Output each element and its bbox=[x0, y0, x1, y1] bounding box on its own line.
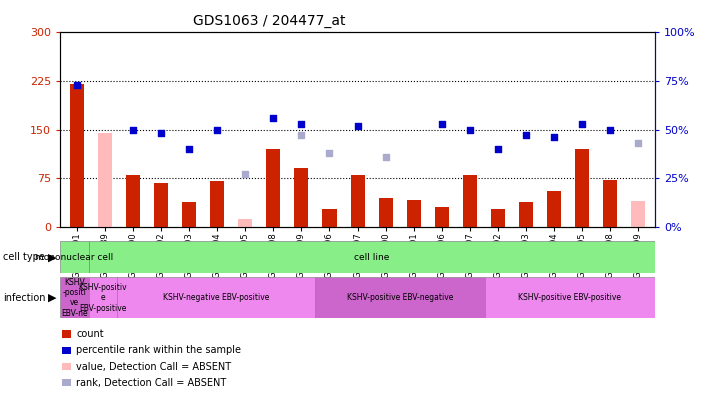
Point bbox=[632, 140, 644, 147]
Point bbox=[212, 126, 223, 133]
Text: ▶: ▶ bbox=[48, 252, 57, 262]
Bar bbox=[210, 181, 224, 227]
Bar bbox=[117, 277, 315, 318]
Text: KSHV-positive EBV-negative: KSHV-positive EBV-negative bbox=[347, 293, 453, 302]
Point bbox=[352, 122, 363, 129]
Bar bbox=[322, 209, 336, 227]
Point bbox=[605, 126, 616, 133]
Text: count: count bbox=[76, 329, 104, 339]
Point bbox=[576, 121, 588, 127]
Bar bbox=[266, 149, 280, 227]
Text: KSHV-positiv
e
EBV-positive: KSHV-positiv e EBV-positive bbox=[79, 283, 127, 313]
Point bbox=[127, 126, 139, 133]
Bar bbox=[154, 183, 169, 227]
Point bbox=[492, 146, 503, 152]
Bar bbox=[406, 200, 421, 227]
Text: value, Detection Call = ABSENT: value, Detection Call = ABSENT bbox=[76, 362, 232, 371]
Bar bbox=[603, 180, 617, 227]
Text: KSHV
-positi
ve
EBV-ne: KSHV -positi ve EBV-ne bbox=[61, 277, 88, 318]
Point bbox=[240, 171, 251, 177]
Point bbox=[464, 126, 475, 133]
Bar bbox=[631, 201, 645, 227]
Text: KSHV-positive EBV-positive: KSHV-positive EBV-positive bbox=[518, 293, 622, 302]
Point bbox=[548, 134, 559, 141]
Point bbox=[296, 132, 307, 139]
Text: percentile rank within the sample: percentile rank within the sample bbox=[76, 345, 241, 355]
Bar bbox=[547, 191, 561, 227]
Bar bbox=[379, 198, 393, 227]
Point bbox=[324, 150, 335, 156]
Bar bbox=[350, 175, 365, 227]
Text: cell type: cell type bbox=[3, 252, 45, 262]
Bar bbox=[575, 149, 589, 227]
Point bbox=[72, 82, 83, 88]
Point bbox=[268, 115, 279, 121]
Bar bbox=[70, 84, 84, 227]
Point bbox=[436, 121, 447, 127]
Text: rank, Detection Call = ABSENT: rank, Detection Call = ABSENT bbox=[76, 378, 227, 388]
Bar bbox=[60, 277, 88, 318]
Point bbox=[296, 121, 307, 127]
Text: mononuclear cell: mononuclear cell bbox=[35, 253, 113, 262]
Bar bbox=[98, 133, 112, 227]
Bar bbox=[435, 207, 449, 227]
Bar bbox=[491, 209, 505, 227]
Bar bbox=[239, 219, 252, 227]
Text: GDS1063 / 204477_at: GDS1063 / 204477_at bbox=[193, 14, 346, 28]
Bar bbox=[295, 168, 309, 227]
Bar bbox=[182, 202, 196, 227]
Text: infection: infection bbox=[3, 293, 45, 303]
Point bbox=[183, 146, 195, 152]
Text: KSHV-negative EBV-positive: KSHV-negative EBV-positive bbox=[163, 293, 269, 302]
Bar bbox=[463, 175, 476, 227]
Bar bbox=[60, 241, 88, 273]
Point bbox=[520, 132, 532, 139]
Point bbox=[156, 130, 167, 137]
Bar bbox=[315, 277, 485, 318]
Text: cell line: cell line bbox=[354, 253, 389, 262]
Bar bbox=[88, 277, 117, 318]
Bar bbox=[519, 202, 533, 227]
Bar bbox=[485, 277, 655, 318]
Bar bbox=[126, 175, 140, 227]
Point bbox=[380, 153, 392, 160]
Text: ▶: ▶ bbox=[48, 293, 57, 303]
